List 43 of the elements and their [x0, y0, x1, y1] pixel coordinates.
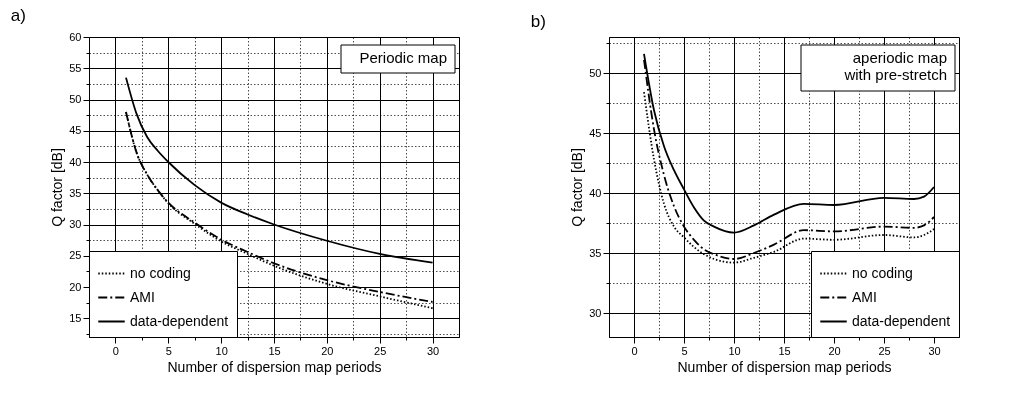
x-tick-label: 10	[215, 344, 228, 357]
y-tick-label: 15	[69, 311, 82, 324]
x-tick-label: 20	[828, 344, 841, 357]
y-tick-label: 45	[69, 124, 82, 137]
x-tick-label: 20	[321, 344, 334, 357]
x-tick-label: 15	[268, 344, 281, 357]
y-axis-title: Q factor [dB]	[569, 148, 586, 227]
x-axis-title: Number of dispersion map periods	[677, 358, 892, 375]
legend-label: data-dependent	[130, 312, 229, 329]
y-tick-label: 50	[589, 66, 602, 79]
annotation: aperiodic map with pre-stretch	[843, 49, 947, 83]
x-tick-label: 15	[778, 344, 791, 357]
y-tick-label: 50	[69, 93, 82, 105]
x-tick-label: 25	[878, 344, 891, 357]
x-tick-label: 10	[728, 344, 741, 357]
x-tick-label: 25	[374, 344, 387, 357]
y-tick-label: 60	[69, 30, 82, 43]
x-axis-title: Number of dispersion map periods	[167, 358, 382, 375]
x-tick-label: 5	[165, 344, 172, 357]
x-tick-label: 30	[426, 344, 440, 357]
y-tick-label: 40	[589, 186, 602, 199]
y-tick-label: 25	[69, 249, 82, 262]
annotation: Periodic map	[359, 49, 447, 66]
legend-label: no coding	[852, 264, 913, 281]
y-tick-label: 35	[69, 186, 82, 199]
y-tick-label: 45	[589, 126, 602, 139]
chart-title: a)	[10, 6, 26, 25]
x-tick-label: 5	[681, 344, 688, 357]
x-tick-label: 0	[631, 344, 638, 357]
legend-label: AMI	[130, 288, 155, 305]
y-tick-label: 35	[589, 246, 602, 259]
x-tick-label: 30	[928, 344, 941, 357]
x-tick-label: 0	[112, 344, 119, 357]
legend-label: AMI	[852, 288, 877, 305]
chart-title: b)	[530, 12, 546, 31]
y-tick-label: 30	[69, 218, 82, 230]
y-axis-title: Q factor [dB]	[49, 148, 66, 227]
y-tick-label: 30	[589, 306, 602, 319]
y-tick-label: 55	[69, 61, 82, 74]
y-tick-label: 40	[69, 155, 82, 168]
legend-label: no coding	[130, 264, 191, 281]
y-tick-label: 20	[69, 280, 82, 293]
legend-label: data-dependent	[852, 312, 951, 329]
